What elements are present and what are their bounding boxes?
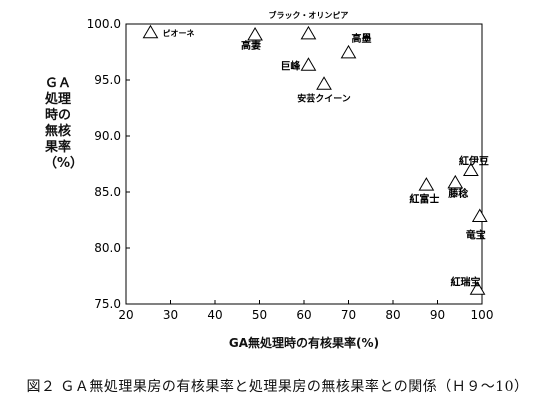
data-point-marker (463, 162, 479, 177)
x-tick-label: 60 (296, 308, 311, 322)
y-tick-label: 75.0 (94, 297, 121, 311)
data-point-marker (469, 281, 486, 295)
x-tick-label: 50 (252, 308, 267, 322)
data-point-marker (300, 57, 317, 71)
data-point-marker (340, 44, 357, 59)
data-point-label: 高妻 (241, 39, 261, 52)
data-point-label: ブラック・オリンピア (269, 10, 349, 20)
data-point-marker (300, 25, 317, 40)
data-point-label: 紅伊豆 (459, 155, 489, 168)
x-tick-label: 70 (341, 308, 356, 322)
y-tick-label: 100.0 (87, 17, 121, 31)
data-point-marker (418, 177, 435, 191)
data-point-label: 紅富士 (409, 192, 439, 205)
y-tick-label: 85.0 (94, 185, 121, 199)
data-point-marker (316, 76, 332, 90)
data-point-marker (471, 208, 488, 222)
figure-caption: 図２ ＧＡ無処理果房の有核果率と処理果房の無核果率との関係（Ｈ９～10） (26, 379, 529, 395)
x-tick-label: 80 (385, 308, 400, 322)
data-point-label: 紅瑞宝 (451, 275, 481, 288)
data-point-label: 巨峰 (280, 59, 301, 72)
x-tick-label: 30 (163, 308, 178, 322)
data-point-label: ピオーネ (162, 28, 194, 38)
x-tick-label: 20 (118, 308, 133, 322)
data-point-label: 安芸クイーン (297, 92, 351, 104)
data-point-label: 高墨 (352, 32, 372, 45)
data-point-marker (247, 27, 263, 41)
x-tick-label: 100 (471, 308, 494, 322)
y-tick-label: 90.0 (94, 129, 121, 143)
x-tick-label: 90 (430, 308, 445, 322)
y-tick-label: 80.0 (94, 241, 121, 255)
data-point-marker (142, 24, 159, 39)
y-axis-label: ＧＡ処理時の無核果率（%） (44, 76, 84, 171)
x-axis-label: GA無処理時の有核果率(%) (228, 336, 380, 350)
data-point-marker (447, 174, 464, 189)
data-point-label: 竜宝 (466, 229, 486, 242)
y-tick-label: 95.0 (94, 73, 121, 87)
data-point-label: 藤稔 (448, 187, 468, 200)
x-tick-label: 40 (207, 308, 222, 322)
